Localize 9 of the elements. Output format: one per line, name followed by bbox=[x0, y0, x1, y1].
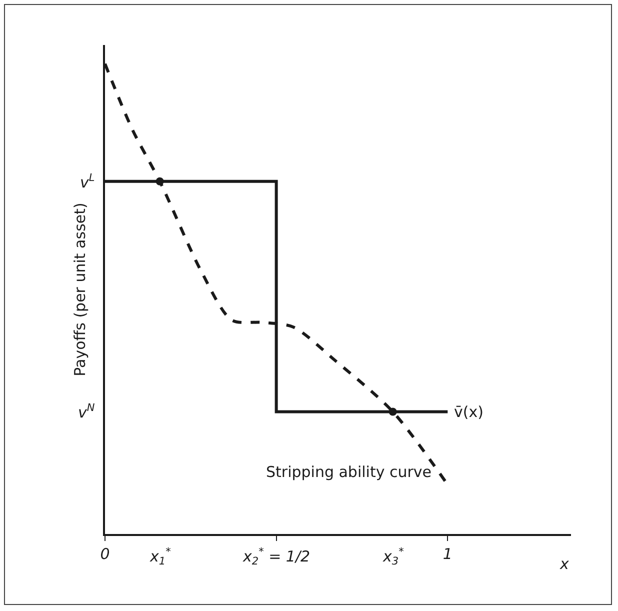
text: v$^{L}$ bbox=[80, 172, 95, 192]
series-label: v̄(x) bbox=[454, 403, 484, 421]
y-axis-title: Payoffs (per unit asset) bbox=[71, 202, 89, 376]
text: v$^{N}$ bbox=[78, 402, 95, 422]
x-tick-label: 0 bbox=[100, 544, 110, 563]
x-tick-label: 1 bbox=[442, 544, 452, 563]
text: x$_{2}$$^{*}$ = 1/2 bbox=[242, 546, 310, 568]
x-axis-title: x bbox=[559, 555, 569, 573]
series-label: Stripping ability curve bbox=[266, 463, 432, 481]
